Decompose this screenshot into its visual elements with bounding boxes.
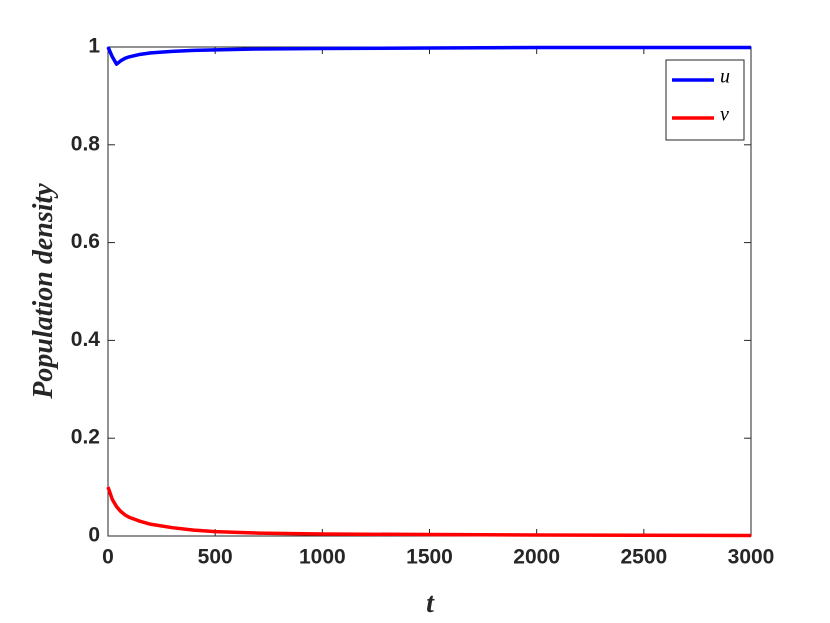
y-tick-label: 0.4 <box>71 328 101 351</box>
x-tick-label: 2500 <box>620 546 667 569</box>
plot-frame <box>107 46 752 537</box>
y-tick-label: 0.2 <box>71 426 100 449</box>
x-tick-label: 3000 <box>728 546 775 569</box>
y-tick-label: 0 <box>88 524 100 547</box>
x-tick-label: 1500 <box>406 546 453 569</box>
x-tick-label: 1000 <box>299 546 346 569</box>
y-tick-label: 0.6 <box>71 230 100 253</box>
x-tick-label: 500 <box>198 546 233 569</box>
series-line <box>106 45 751 66</box>
y-tick-label: 1 <box>88 35 100 58</box>
x-axis-label: t <box>426 588 435 619</box>
y-axis-label: Population density <box>28 183 59 400</box>
x-tick-label: 2000 <box>513 546 560 569</box>
legend-label: u <box>720 66 730 88</box>
x-tick-label: 0 <box>102 546 114 569</box>
legend-box <box>665 59 745 141</box>
y-tick-label: 0.8 <box>71 132 101 155</box>
legend-label: v <box>720 104 729 126</box>
series-line <box>106 486 752 538</box>
